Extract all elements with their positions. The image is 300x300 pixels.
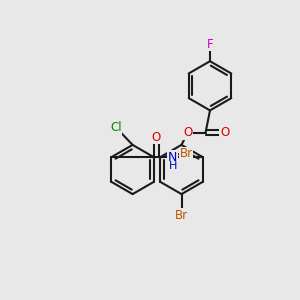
Text: O: O	[152, 131, 161, 144]
Text: Br: Br	[179, 147, 193, 160]
Text: O: O	[220, 126, 229, 139]
Text: F: F	[207, 38, 213, 51]
Text: N: N	[168, 151, 178, 164]
Text: Br: Br	[175, 208, 188, 222]
Text: Cl: Cl	[110, 121, 122, 134]
Text: H: H	[169, 161, 177, 171]
Text: O: O	[184, 126, 193, 140]
